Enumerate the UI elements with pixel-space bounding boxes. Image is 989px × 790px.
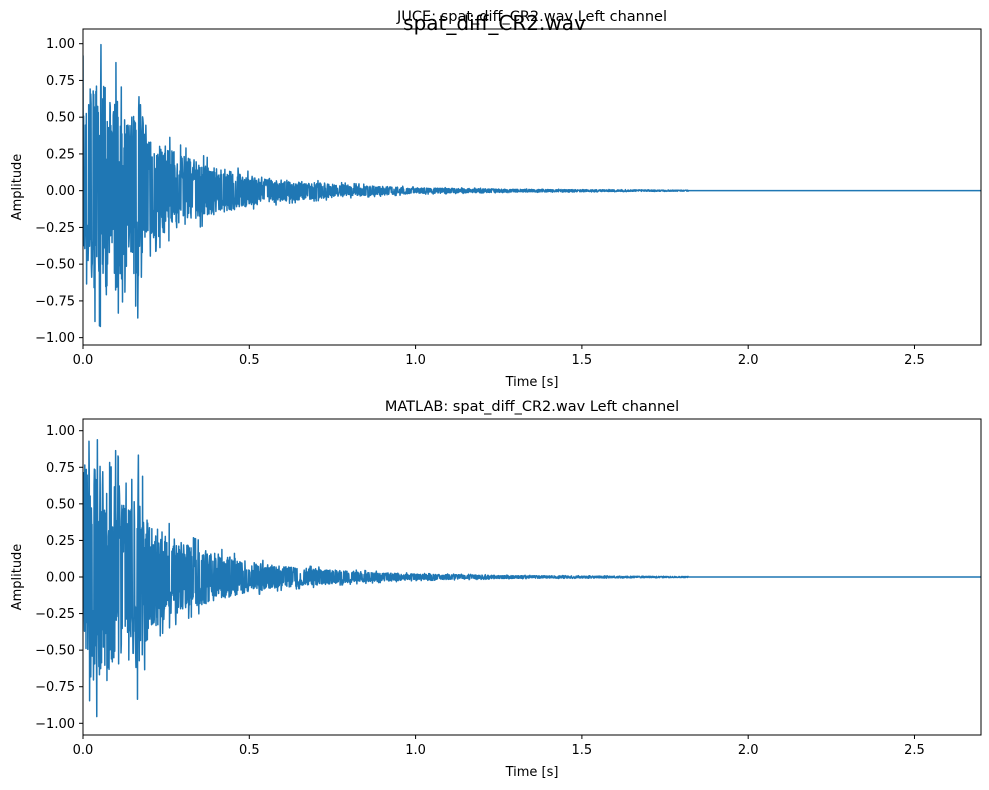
juce-xtick-label: 2.5 [904, 353, 925, 368]
matlab-ytick-label: 0.50 [46, 497, 75, 512]
matlab-xtick-label: 2.0 [738, 743, 759, 758]
matlab-ytick-label: −1.00 [35, 717, 75, 732]
juce-ytick-label: −0.25 [35, 221, 75, 236]
matlab-xtick-label: 0.5 [239, 743, 260, 758]
juce-ytick-label: 0.75 [46, 74, 75, 89]
matlab-axes: 0.0 0.5 1.0 1.5 2.0 2.5 −1.00 −0.75 −0.50 −0.25 0.… [10, 399, 982, 780]
juce-ytick-label: −1.00 [35, 331, 75, 346]
figure-suptitle: spat_diff_CR2.wav [403, 11, 586, 35]
juce-ytick-label: −0.50 [35, 258, 75, 273]
matlab-ytick-label: −0.50 [35, 644, 75, 659]
juce-xtick-label: 0.5 [239, 353, 260, 368]
juce-yaxis-label: Amplitude [10, 154, 25, 221]
juce-axes-title: JUCE: spat_diff_CR2.wav Left channel [396, 9, 667, 25]
juce-ytick-label: 0.25 [46, 147, 75, 162]
juce-ytick-label: 0.00 [46, 184, 75, 199]
juce-xtick-label: 2.0 [738, 353, 759, 368]
matlab-waveform-line [83, 438, 981, 718]
juce-waveform-line [83, 43, 981, 328]
matlab-axes-title: MATLAB: spat_diff_CR2.wav Left channel [385, 399, 679, 415]
matlab-xtick-label: 0.0 [73, 743, 94, 758]
matlab-ytick-label: 1.00 [46, 424, 75, 439]
matlab-ytick-label: 0.25 [46, 534, 75, 549]
juce-xaxis-label: Time [s] [505, 375, 559, 390]
matlab-xtick-label: 1.5 [572, 743, 593, 758]
juce-axes: 0.0 0.5 1.0 1.5 2.0 2.5 −1.00 −0.75 −0.50 −0.25 0.… [10, 9, 982, 390]
matlab-xaxis-label: Time [s] [505, 765, 559, 780]
juce-xtick-label: 1.5 [572, 353, 593, 368]
juce-xtick-label: 0.0 [73, 353, 94, 368]
matlab-xtick-label: 2.5 [904, 743, 925, 758]
matlab-yaxis-label: Amplitude [10, 544, 25, 611]
matlab-ytick-label: 0.75 [46, 461, 75, 476]
juce-ytick-label: −0.75 [35, 294, 75, 309]
juce-xtick-label: 1.0 [405, 353, 426, 368]
juce-ytick-label: 0.50 [46, 111, 75, 126]
matlab-xtick-label: 1.0 [405, 743, 426, 758]
matlab-ytick-label: −0.75 [35, 680, 75, 695]
juce-ytick-label: 1.00 [46, 37, 75, 52]
matlab-ytick-label: 0.00 [46, 571, 75, 586]
juce-axes-frame [82, 28, 982, 346]
matlab-ytick-label: −0.25 [35, 607, 75, 622]
